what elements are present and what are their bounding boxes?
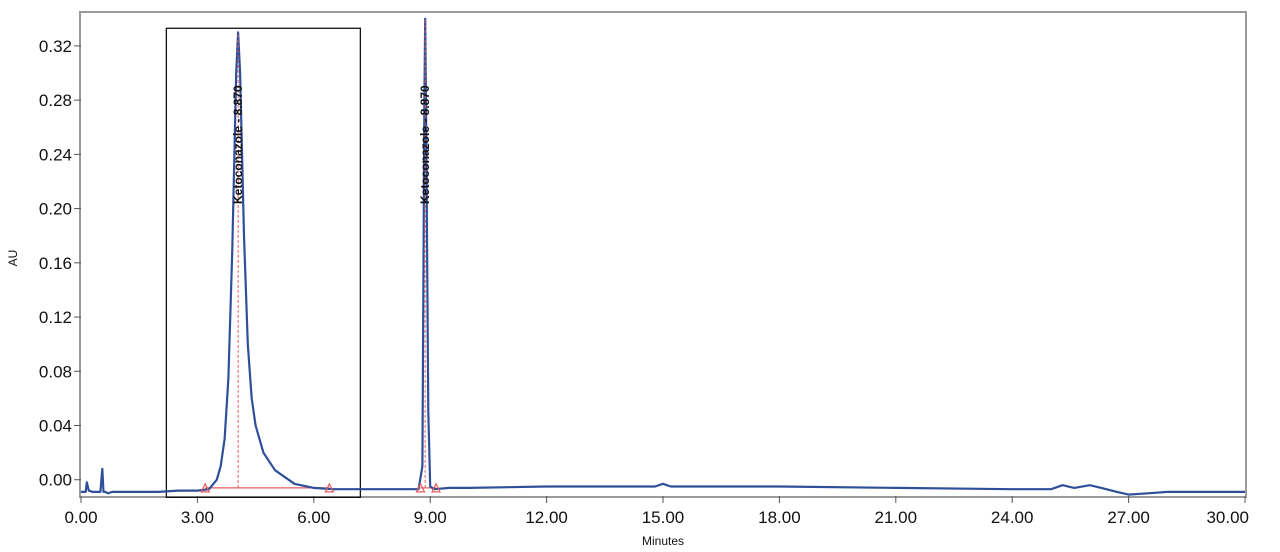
y-tick-label: 0.24 bbox=[39, 145, 72, 164]
y-tick-label: 0.28 bbox=[39, 91, 72, 110]
x-tick-label: 24.00 bbox=[991, 508, 1034, 527]
peak-label-ketoconazole-2: Ketoconazole - 8.870 bbox=[418, 85, 432, 204]
x-axis: 0.00 3.00 6.00 9.00 12.00 15.00 18.00 21.00 24.0… bbox=[64, 496, 1249, 527]
x-axis-title: Minutes bbox=[642, 534, 684, 548]
y-tick-label: 0.04 bbox=[39, 417, 72, 436]
x-tick-label: 6.00 bbox=[297, 508, 330, 527]
x-tick-label: 21.00 bbox=[875, 508, 918, 527]
y-axis: 0.00 0.04 0.08 0.12 0.16 0.20 0.24 0.28 0.32 bbox=[39, 37, 81, 490]
x-tick-label: 0.00 bbox=[64, 508, 97, 527]
x-tick-label: 9.00 bbox=[414, 508, 447, 527]
y-tick-label: 0.12 bbox=[39, 308, 72, 327]
y-tick-label: 0.08 bbox=[39, 362, 72, 381]
y-tick-label: 0.20 bbox=[39, 200, 72, 219]
peak-boundary-marker bbox=[415, 482, 426, 493]
x-tick-label: 18.00 bbox=[758, 508, 801, 527]
x-tick-label: 30.00 bbox=[1206, 508, 1249, 527]
plot-frame bbox=[79, 11, 1247, 498]
peak-label-ketoconazole-1: Ketoconazole - 8.870 bbox=[231, 85, 245, 204]
peak-boundary-marker bbox=[431, 482, 441, 493]
peak-markers bbox=[200, 18, 441, 493]
peak-boundary-marker bbox=[324, 482, 335, 493]
peak-boundary-marker bbox=[200, 482, 211, 493]
y-tick-label: 0.32 bbox=[39, 37, 72, 56]
x-tick-label: 27.00 bbox=[1107, 508, 1150, 527]
y-tick-label: 0.00 bbox=[39, 471, 72, 490]
chromatogram-trace bbox=[81, 17, 1245, 496]
x-tick-label: 12.00 bbox=[525, 508, 568, 527]
y-axis-title: AU bbox=[6, 250, 20, 267]
y-tick-label: 0.16 bbox=[39, 254, 72, 273]
x-tick-label: 15.00 bbox=[642, 508, 685, 527]
x-tick-label: 3.00 bbox=[181, 508, 214, 527]
inset-frame bbox=[165, 27, 362, 499]
